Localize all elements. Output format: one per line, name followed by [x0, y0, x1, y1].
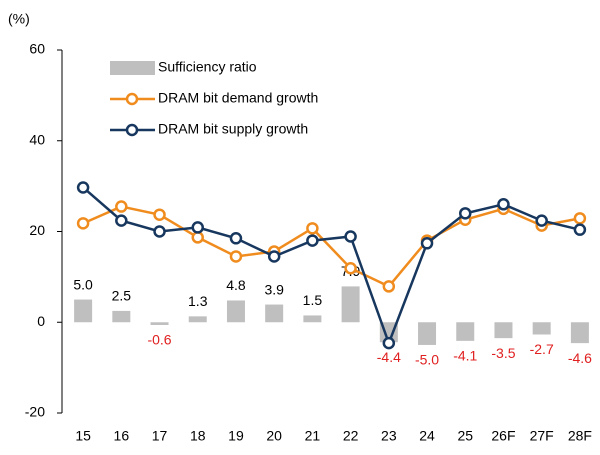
point [306, 234, 319, 247]
point [153, 208, 166, 221]
y-tick-label: 20 [29, 222, 45, 238]
y-tick-label: 60 [29, 41, 45, 57]
x-tick-label: 16 [114, 428, 130, 444]
point [382, 280, 396, 293]
x-tick-label: 17 [152, 428, 168, 444]
bar [418, 322, 437, 345]
data-label: -3.5 [491, 345, 515, 361]
point [420, 237, 434, 250]
x-tick-label: 27F [530, 428, 554, 444]
x-tick-label: 18 [190, 428, 206, 444]
legend-label: DRAM bit demand growth [158, 90, 318, 106]
point [229, 250, 243, 263]
data-label: -2.7 [530, 341, 554, 357]
legend-swatch [110, 61, 155, 75]
data-label: -0.6 [147, 332, 171, 348]
data-label: 2.5 [112, 288, 132, 304]
point [497, 198, 510, 211]
point [153, 225, 166, 238]
point [76, 217, 90, 230]
line [82, 205, 581, 288]
data-label: -4.4 [377, 349, 401, 365]
point [306, 222, 319, 235]
line [82, 186, 581, 347]
legend-label: DRAM bit supply growth [158, 121, 308, 137]
y-tick-label: 40 [29, 131, 45, 147]
data-label: -5.0 [415, 352, 439, 368]
point [76, 181, 90, 194]
point [573, 212, 587, 225]
x-tick-label: 26F [491, 428, 515, 444]
x-tick-label: 28F [568, 428, 592, 444]
data-label: 5.0 [73, 276, 93, 292]
data-label: 4.8 [226, 277, 246, 293]
data-label: -4.6 [568, 350, 592, 366]
point [115, 200, 128, 213]
x-tick-label: 20 [266, 428, 282, 444]
x-tick-label: 21 [305, 428, 321, 444]
bar [150, 322, 169, 325]
data-label: 1.3 [188, 293, 208, 309]
legend-label: Sufficiency ratio [158, 59, 257, 75]
bar [265, 304, 284, 323]
legend-marker [125, 123, 139, 137]
point [115, 214, 128, 227]
y-unit-label: (%) [8, 11, 30, 27]
y-tick-label: 0 [37, 313, 45, 329]
x-tick-label: 19 [228, 428, 244, 444]
bar [112, 310, 131, 323]
x-tick-label: 23 [381, 428, 397, 444]
point [191, 221, 204, 234]
bar [494, 322, 513, 339]
x-tick-label: 24 [419, 428, 435, 444]
x-tick-label: 25 [457, 428, 473, 444]
bar [570, 322, 589, 344]
point [229, 232, 243, 245]
point [535, 214, 548, 227]
y-tick-label: -20 [25, 404, 45, 420]
point [267, 250, 281, 263]
x-tick-label: 15 [75, 428, 91, 444]
bar [74, 299, 93, 323]
x-tick-label: 22 [343, 428, 359, 444]
bar [226, 300, 245, 323]
bar [341, 286, 360, 323]
point [573, 223, 587, 236]
point [459, 207, 472, 220]
bar [532, 322, 551, 335]
point [191, 231, 204, 244]
data-label: -4.1 [453, 348, 477, 364]
point [382, 336, 396, 350]
point [344, 230, 357, 243]
data-label: 3.9 [264, 281, 284, 297]
bar [456, 322, 475, 341]
point [344, 262, 357, 275]
data-label: 1.5 [303, 292, 323, 308]
bar [303, 315, 322, 323]
legend-marker [125, 92, 139, 106]
bar [188, 316, 207, 323]
